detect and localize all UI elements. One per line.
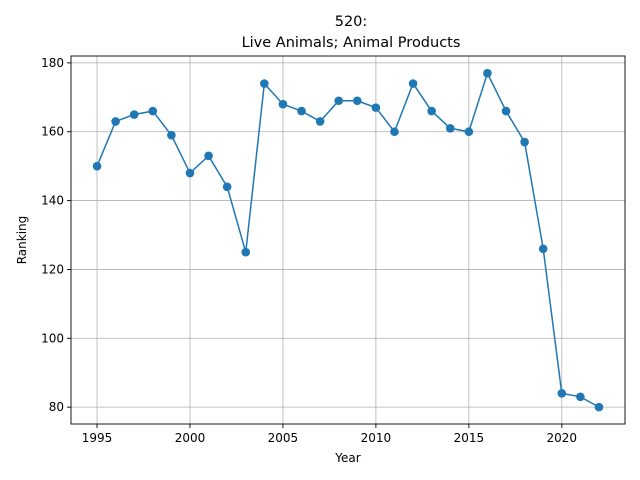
data-point <box>538 244 548 254</box>
y-tick-label: 80 <box>49 400 64 414</box>
data-point <box>352 96 362 106</box>
x-axis-label: Year <box>334 451 360 465</box>
axis-ticks: 1995 2000 2005 2010 2015 2020 80 100 120 140 160 18… <box>41 56 577 445</box>
data-point <box>148 106 158 116</box>
data-point <box>445 123 455 133</box>
plot-frame <box>70 55 626 425</box>
data-point <box>185 168 195 178</box>
chart-title-line-2: Live Animals; Animal Products <box>242 35 461 51</box>
data-point <box>464 127 474 137</box>
x-tick-label: 2000 <box>175 431 206 445</box>
data-point <box>111 117 120 126</box>
data-point <box>408 79 418 88</box>
data-point <box>390 127 399 137</box>
data-point <box>297 106 306 116</box>
series-layer <box>92 68 604 412</box>
data-point <box>371 103 381 112</box>
chart-title-line-1: 520: <box>335 14 368 30</box>
data-point <box>167 130 176 140</box>
data-point <box>427 106 436 116</box>
y-tick-label: 180 <box>41 56 64 70</box>
data-point <box>501 106 511 116</box>
data-point <box>594 402 604 412</box>
data-point <box>222 182 232 192</box>
data-point <box>520 137 529 147</box>
data-point <box>557 389 567 398</box>
data-point <box>241 247 251 257</box>
data-point <box>278 99 288 109</box>
x-tick-label: 2005 <box>268 431 299 445</box>
data-point <box>260 79 269 88</box>
data-point <box>334 96 344 106</box>
data-point <box>204 151 213 161</box>
series-line <box>96 71 600 408</box>
data-point <box>129 110 139 119</box>
data-point <box>315 117 325 126</box>
data-point <box>483 68 492 78</box>
x-tick-label: 1995 <box>82 431 113 445</box>
data-point <box>92 161 102 171</box>
x-tick-label: 2015 <box>454 431 485 445</box>
x-tick-label: 2020 <box>547 431 578 445</box>
x-tick-label: 2010 <box>361 431 392 445</box>
y-tick-label: 160 <box>41 125 64 139</box>
y-axis-label: Ranking <box>15 216 29 265</box>
data-point <box>576 392 585 402</box>
y-tick-label: 140 <box>41 194 64 208</box>
y-tick-label: 100 <box>41 331 64 345</box>
grid <box>71 56 625 424</box>
y-tick-label: 120 <box>41 262 64 276</box>
